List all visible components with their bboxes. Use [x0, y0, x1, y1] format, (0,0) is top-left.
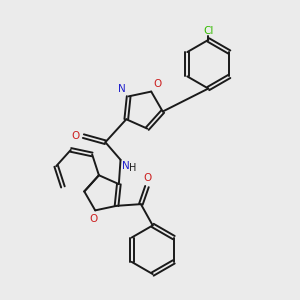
Text: N: N: [118, 84, 126, 94]
Text: H: H: [129, 163, 136, 173]
Text: O: O: [153, 79, 161, 89]
Text: Cl: Cl: [203, 26, 214, 36]
Text: O: O: [143, 173, 152, 183]
Text: O: O: [89, 214, 98, 224]
Text: O: O: [72, 131, 80, 141]
Text: N: N: [122, 161, 130, 171]
